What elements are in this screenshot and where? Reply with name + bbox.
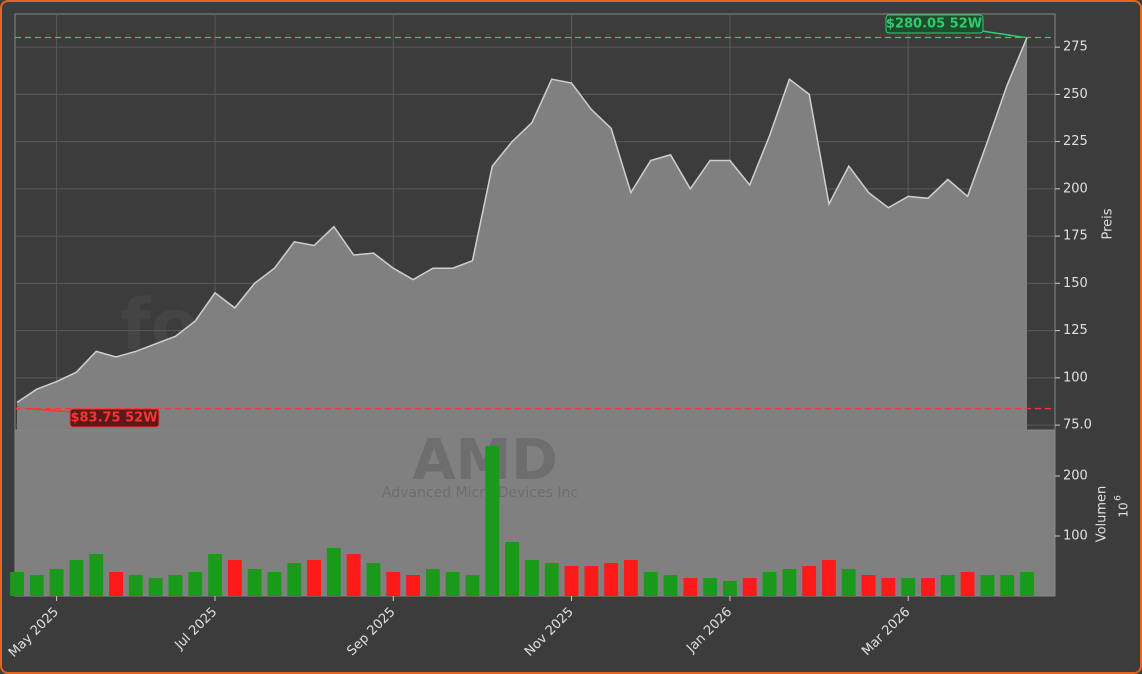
volume-bar (208, 554, 222, 596)
x-tick-label: Mar 2026 (859, 605, 913, 659)
y-tick-label: 175 (1063, 229, 1088, 244)
volume-bar (188, 572, 203, 596)
volume-bar (901, 578, 916, 596)
volume-bar (723, 581, 737, 596)
volume-bar (465, 575, 480, 596)
volume-bar (623, 560, 638, 596)
volume-bar (89, 554, 104, 596)
y-tick-label: 250 (1063, 87, 1088, 102)
volume-bar (960, 572, 975, 596)
y2-axis-label: Volumen (1095, 486, 1110, 543)
volume-bar (742, 578, 757, 596)
volume-bar (505, 542, 520, 596)
y2-offset-base: 10 (1117, 502, 1131, 517)
y-tick-label: 125 (1063, 323, 1088, 338)
volume-bar (921, 578, 935, 596)
x-tick-label: May 2025 (6, 605, 62, 661)
volume-bar (584, 566, 599, 596)
y-tick-label: 150 (1063, 276, 1088, 291)
volume-bar (425, 569, 440, 596)
volume-bar (564, 566, 579, 596)
volume-bar (247, 569, 262, 596)
volume-bar (326, 548, 341, 596)
volume-bar (861, 575, 876, 596)
volume-bar (782, 569, 797, 596)
high-label-box (885, 14, 984, 34)
volume-bar (485, 446, 500, 596)
volume-bar (386, 572, 401, 596)
volume-bar (168, 575, 183, 596)
volume-bar (227, 560, 242, 596)
volume-bar (881, 578, 896, 596)
volume-bar (69, 560, 84, 596)
volume-bar (287, 563, 302, 596)
y2-offset-exp: 6 (1114, 495, 1124, 501)
high-label: $280.05 52W (886, 17, 982, 32)
volume-bar (445, 572, 460, 596)
x-tick-label: Nov 2025 (522, 605, 577, 660)
y-tick-label: 100 (1063, 370, 1088, 385)
company-watermark: Advanced Micro Devices Inc (382, 485, 578, 501)
volume-bar (267, 572, 282, 596)
y-tick-label: 75.0 (1063, 418, 1092, 433)
y-tick-label: 275 (1063, 40, 1088, 55)
high-arrow (981, 30, 1026, 39)
volume-bar (307, 560, 321, 596)
low-label-box (69, 408, 160, 428)
y-tick-label: 225 (1063, 134, 1088, 149)
volume-bar (683, 578, 698, 596)
volume-bar (10, 572, 24, 596)
volume-bar (346, 554, 361, 596)
x-tick-label: Jul 2025 (172, 605, 221, 654)
x-tick-label: Jan 2026 (683, 605, 735, 657)
volume-bar (841, 569, 856, 596)
y-axis-label: Preis (1101, 208, 1116, 239)
volume-bar (663, 575, 678, 596)
y2-tick-label: 100 (1063, 529, 1088, 544)
x-tick-label: Sep 2025 (344, 605, 398, 659)
volume-bar (980, 575, 995, 596)
volume-bar (604, 563, 619, 596)
volume-bar (940, 575, 955, 596)
volume-bar (1020, 572, 1034, 596)
volume-bar (703, 578, 718, 596)
y-tick-label: 200 (1063, 181, 1088, 196)
volume-bar (643, 572, 658, 596)
price-line (16, 37, 1028, 404)
price-area (17, 37, 1027, 430)
y2-tick-label: 200 (1063, 469, 1088, 484)
volume-bar (128, 575, 143, 596)
volume-bar (1000, 575, 1015, 596)
volume-bar (802, 566, 817, 596)
volume-bar (148, 578, 163, 596)
low-label: $83.75 52W (70, 411, 157, 426)
volume-bar (366, 563, 381, 596)
low-arrow (25, 407, 73, 413)
symbol-watermark: AMD (412, 428, 558, 493)
volume-bar (406, 575, 421, 596)
volume-bar (544, 563, 559, 596)
volume-bar (109, 572, 123, 596)
volume-bar (822, 560, 836, 596)
volume-bar (762, 572, 777, 596)
volume-bar (524, 560, 539, 596)
volume-bar (29, 575, 44, 596)
volume-bar (49, 569, 64, 596)
